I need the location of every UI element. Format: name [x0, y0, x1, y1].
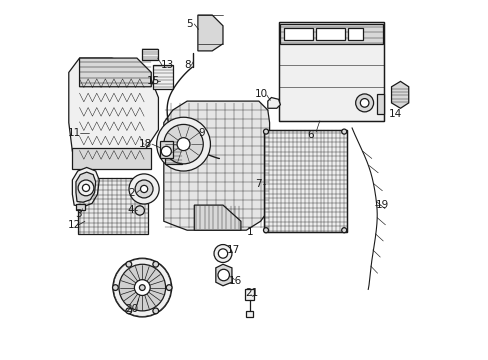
Circle shape — [166, 285, 172, 291]
Circle shape — [163, 125, 203, 164]
Text: 6: 6 — [307, 130, 313, 140]
Circle shape — [355, 94, 373, 112]
Polygon shape — [267, 98, 280, 108]
Text: 16: 16 — [229, 276, 242, 286]
Text: 12: 12 — [67, 220, 81, 230]
Circle shape — [129, 174, 159, 204]
Bar — [78, 178, 147, 234]
Bar — [376, 94, 384, 114]
Circle shape — [153, 308, 158, 314]
Bar — [348, 28, 362, 40]
Bar — [280, 24, 382, 44]
Circle shape — [341, 129, 346, 134]
Circle shape — [78, 180, 94, 196]
Polygon shape — [198, 15, 223, 51]
Circle shape — [139, 285, 145, 291]
Text: 17: 17 — [226, 245, 240, 255]
Polygon shape — [391, 81, 408, 108]
Circle shape — [82, 184, 89, 192]
Polygon shape — [194, 205, 241, 230]
Text: 5: 5 — [186, 19, 193, 29]
Text: 15: 15 — [146, 76, 160, 86]
Bar — [245, 311, 253, 317]
Circle shape — [263, 228, 268, 233]
Circle shape — [263, 129, 268, 134]
Bar — [142, 49, 158, 60]
Text: 19: 19 — [375, 200, 388, 210]
Polygon shape — [72, 167, 99, 207]
Text: 4: 4 — [127, 206, 134, 216]
Bar — [164, 140, 182, 164]
Text: 20: 20 — [125, 304, 138, 314]
Polygon shape — [80, 58, 151, 87]
Bar — [264, 130, 346, 232]
Text: 21: 21 — [244, 288, 258, 298]
Circle shape — [135, 180, 153, 198]
Circle shape — [119, 264, 165, 311]
Circle shape — [360, 99, 368, 107]
Circle shape — [218, 269, 229, 281]
Bar — [153, 65, 172, 89]
Text: 14: 14 — [387, 109, 401, 119]
Bar — [284, 28, 312, 40]
Circle shape — [214, 244, 231, 262]
Text: 10: 10 — [255, 89, 268, 99]
Bar — [278, 22, 384, 121]
Text: 7: 7 — [255, 179, 262, 189]
Bar — [264, 130, 346, 232]
Circle shape — [341, 228, 346, 233]
Bar — [159, 141, 173, 158]
Circle shape — [218, 249, 227, 258]
Circle shape — [134, 280, 150, 296]
Circle shape — [140, 185, 147, 193]
Bar — [76, 204, 85, 211]
Text: 8: 8 — [184, 60, 191, 70]
Circle shape — [126, 308, 131, 314]
Text: 9: 9 — [198, 129, 204, 138]
Bar — [72, 148, 151, 169]
Text: 1: 1 — [246, 227, 253, 237]
Text: 3: 3 — [75, 209, 82, 219]
Text: 18: 18 — [139, 139, 152, 149]
Polygon shape — [76, 172, 96, 202]
Polygon shape — [69, 58, 158, 166]
Circle shape — [177, 138, 190, 150]
Circle shape — [112, 285, 118, 291]
Circle shape — [126, 261, 131, 267]
Circle shape — [113, 258, 171, 317]
Circle shape — [156, 117, 210, 171]
Polygon shape — [163, 101, 269, 230]
Bar — [278, 22, 384, 121]
Circle shape — [153, 261, 158, 267]
Text: 2: 2 — [128, 188, 135, 198]
Bar — [244, 289, 253, 300]
Circle shape — [161, 146, 171, 156]
Circle shape — [135, 206, 144, 215]
Text: 11: 11 — [67, 129, 81, 138]
Polygon shape — [215, 264, 231, 286]
Bar — [316, 28, 344, 40]
Text: 13: 13 — [161, 60, 174, 70]
